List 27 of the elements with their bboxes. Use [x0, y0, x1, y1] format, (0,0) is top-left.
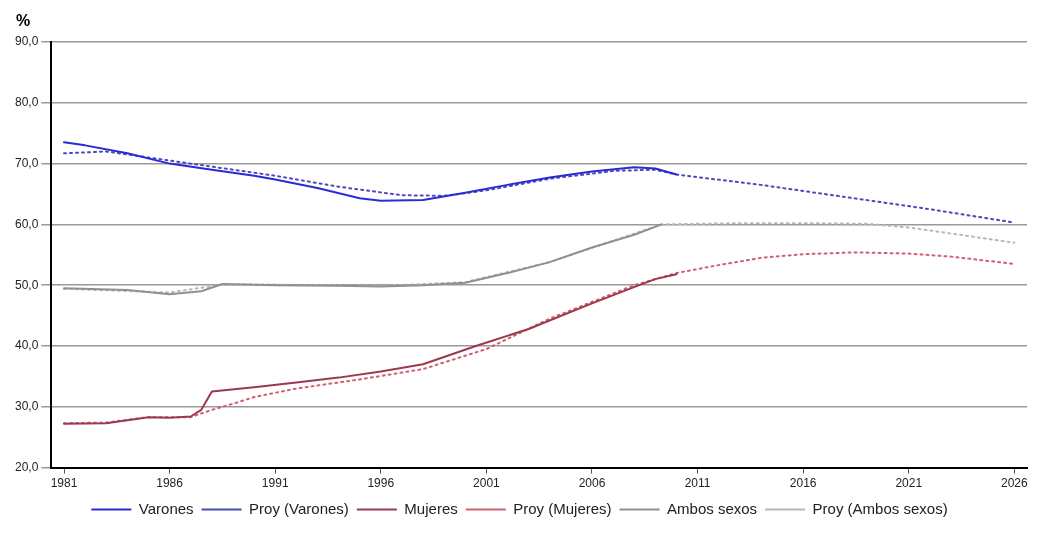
legend-label: Proy (Ambos sexos): [812, 499, 948, 517]
x-tick-label: 2026: [1000, 476, 1028, 491]
x-tick-label: 2001: [473, 476, 501, 491]
y-tick-label: 30,0: [15, 399, 39, 414]
y-tick-label: 70,0: [15, 155, 39, 170]
y-tick-label: 80,0: [15, 95, 39, 110]
y-tick-label: 90,0: [15, 34, 39, 49]
y-tick-label: 20,0: [15, 459, 39, 474]
y-tick-label: 40,0: [15, 338, 39, 353]
y-axis-title: %: [16, 12, 31, 30]
x-tick-label: 2006: [578, 476, 606, 491]
x-tick-label: 1981: [50, 476, 78, 491]
y-tick-label: 60,0: [15, 216, 39, 231]
legend-label: Ambos sexos: [667, 499, 758, 517]
y-tick-label: 50,0: [15, 277, 39, 292]
x-tick-label: 2011: [684, 476, 711, 491]
legend-label: Varones: [138, 499, 194, 517]
legend-label: Proy (Mujeres): [513, 499, 612, 517]
x-tick-label: 2021: [895, 476, 923, 491]
legend-label: Mujeres: [404, 499, 458, 517]
x-tick-label: 1991: [261, 476, 289, 491]
line-series: [63, 222, 1016, 294]
legend-label: Proy (Varones): [249, 499, 349, 517]
x-tick-label: 2016: [789, 476, 817, 491]
line-series: [63, 251, 1016, 425]
x-tick-label: 1986: [156, 476, 184, 491]
x-tick-label: 1996: [367, 476, 395, 491]
